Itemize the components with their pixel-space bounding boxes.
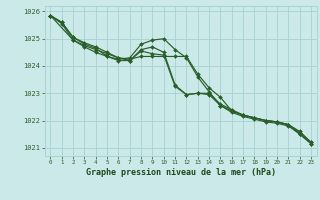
X-axis label: Graphe pression niveau de la mer (hPa): Graphe pression niveau de la mer (hPa) <box>86 168 276 177</box>
